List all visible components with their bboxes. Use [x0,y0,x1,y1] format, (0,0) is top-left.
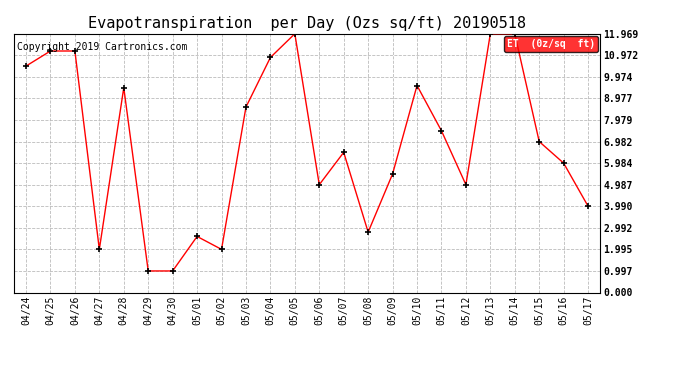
Legend: ET  (0z/sq  ft): ET (0z/sq ft) [504,36,598,51]
Text: Copyright 2019 Cartronics.com: Copyright 2019 Cartronics.com [17,42,187,51]
Title: Evapotranspiration  per Day (Ozs sq/ft) 20190518: Evapotranspiration per Day (Ozs sq/ft) 2… [88,16,526,31]
